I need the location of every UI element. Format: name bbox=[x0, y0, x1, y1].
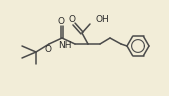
Text: O: O bbox=[57, 17, 65, 26]
Text: O: O bbox=[68, 14, 76, 24]
Text: OH: OH bbox=[95, 14, 109, 24]
Text: NH: NH bbox=[58, 41, 72, 50]
Text: O: O bbox=[44, 45, 52, 53]
